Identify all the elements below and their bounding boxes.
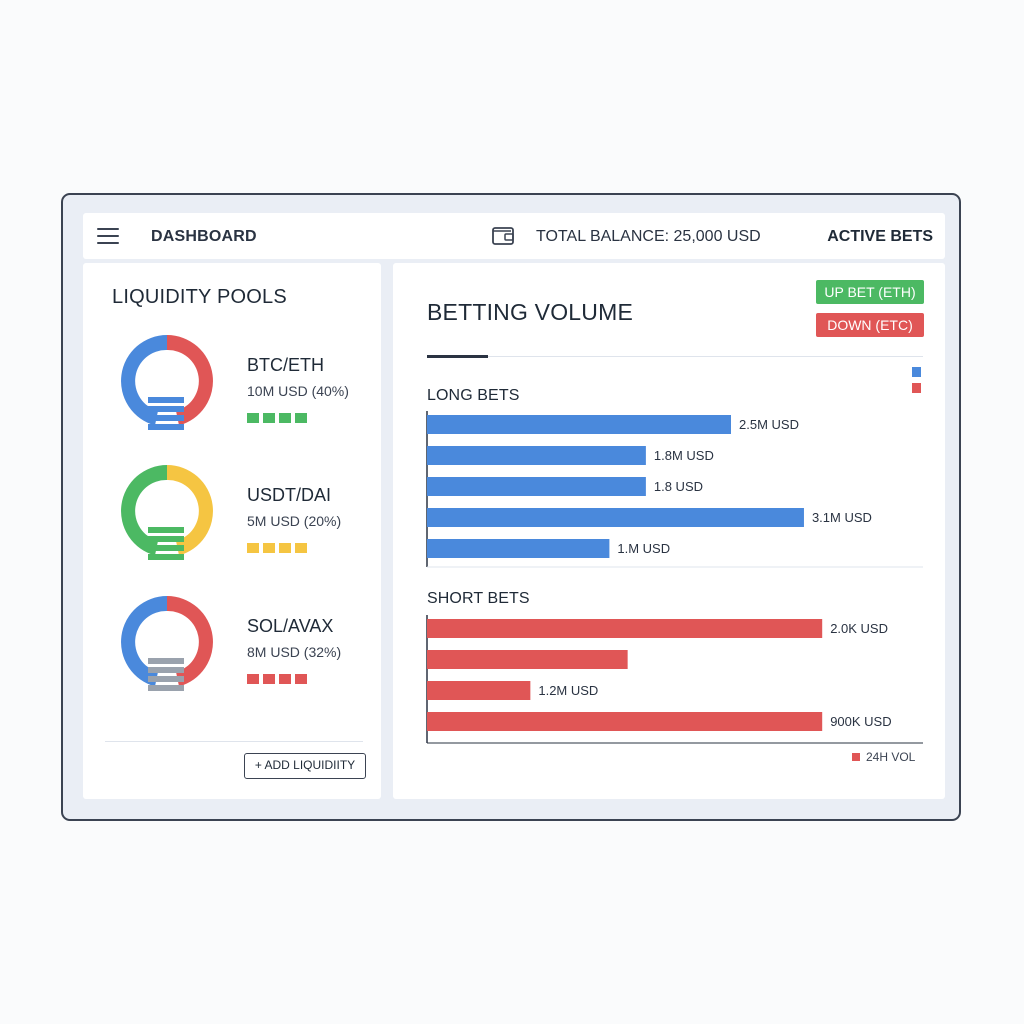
add-liquidity-button[interactable]: + ADD LIQUIDIITY	[244, 753, 366, 779]
up-bet-button[interactable]: UP BET (ETH)	[816, 280, 924, 304]
volume-legend-label: 24H VOL	[866, 750, 916, 764]
pool-amount: 8M USD (32%)	[247, 644, 342, 660]
pool-donut-icon	[121, 596, 213, 691]
bar-value-label: 2.5M USD	[739, 417, 799, 432]
top-bar: DASHBOARD TOTAL BALANCE: 25,000 USD ACTI…	[83, 213, 945, 259]
bar-value-label: 1.8M USD	[654, 448, 714, 463]
pool-amount: 10M USD (40%)	[247, 383, 349, 399]
wallet-icon	[492, 227, 514, 245]
divider	[427, 356, 923, 357]
pool-name: USDT/DAI	[247, 485, 332, 505]
pool-item[interactable]: BTC/ETH 10M USD (40%)	[117, 331, 367, 441]
pool-name: BTC/ETH	[247, 355, 325, 375]
pool-name: SOL/AVAX	[247, 616, 334, 636]
dashboard-title[interactable]: DASHBOARD	[151, 228, 257, 245]
pool-indicator	[247, 540, 311, 558]
legend-swatch-short	[912, 383, 921, 393]
pool-item[interactable]: SOL/AVAX 8M USD (32%)	[117, 592, 367, 702]
liquidity-pools-panel: LIQUIDITY POOLS BTC/ETH 10M USD (40%)	[83, 263, 381, 799]
betting-volume-panel: BETTING VOLUME UP BET (ETH) DOWN (ETC) L…	[393, 263, 945, 799]
betting-volume-chart: 2.5M USD 1.8M USD 1.8 USD 3.1M USD 1.M USD 2.…	[426, 411, 923, 744]
pool-donut-icon	[121, 335, 213, 430]
betting-volume-title: BETTING VOLUME	[427, 299, 633, 325]
divider	[105, 741, 363, 742]
short-bet-bar[interactable]	[427, 712, 823, 731]
active-bets-link[interactable]: ACTIVE BETS	[827, 228, 933, 245]
bar-value-label: 900K USD	[830, 714, 891, 729]
long-bet-bar[interactable]	[427, 446, 646, 465]
hamburger-menu-icon[interactable]	[97, 228, 119, 244]
short-bets-label: SHORT BETS	[427, 590, 530, 607]
long-bet-bar[interactable]	[427, 539, 610, 558]
bar-value-label: 1.8 USD	[654, 479, 703, 494]
pool-item[interactable]: USDT/DAI 5M USD (20%)	[117, 461, 367, 571]
long-bet-bar[interactable]	[427, 415, 731, 434]
bar-value-label: 2.0K USD	[830, 621, 888, 636]
legend-swatch-long	[912, 367, 921, 377]
bar-value-label: 1.2M USD	[538, 683, 598, 698]
volume-legend-swatch	[852, 753, 860, 761]
pool-indicator	[247, 410, 311, 428]
volume-legend: 24H VOL	[852, 750, 915, 764]
pool-donut-icon	[121, 465, 213, 560]
app-window: DASHBOARD TOTAL BALANCE: 25,000 USD ACTI…	[61, 193, 961, 821]
short-bet-bar[interactable]	[427, 681, 531, 700]
down-bet-button[interactable]: DOWN (ETC)	[816, 313, 924, 337]
long-bet-bar[interactable]	[427, 508, 804, 527]
pool-amount: 5M USD (20%)	[247, 513, 342, 529]
tab-underline	[427, 355, 488, 358]
bar-value-label: 1.M USD	[617, 541, 670, 556]
long-bets-label: LONG BETS	[427, 387, 520, 404]
long-bet-bar[interactable]	[427, 477, 646, 496]
pool-indicator	[247, 671, 311, 689]
short-bet-bar[interactable]	[427, 650, 628, 669]
liquidity-pools-title: LIQUIDITY POOLS	[112, 286, 287, 308]
short-bet-bar[interactable]	[427, 619, 823, 638]
total-balance: TOTAL BALANCE: 25,000 USD	[536, 228, 761, 245]
bar-value-label: 3.1M USD	[812, 510, 872, 525]
